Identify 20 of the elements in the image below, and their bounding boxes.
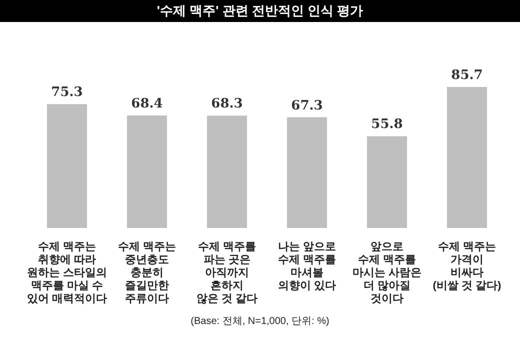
x-tick-label: 나는 앞으로 수제 맥주를 마셔볼 의향이 있다 [278,241,336,292]
data-label: 67.3 [291,98,323,114]
bar [207,116,247,228]
bar [367,136,407,228]
x-tick-label: 수제 맥주는 가격이 비싸다 (비쌀 것 같다) [432,241,502,292]
data-label: 75.3 [51,85,83,100]
chart-title: '수제 맥주' 관련 전반적인 인식 평가 [0,0,520,22]
data-label: 68.3 [211,96,243,112]
text: (Base: 전체, N=1,000, 단위: %) [190,315,330,328]
bar [47,104,87,228]
x-tick-label: 수제 맥주는 취향에 따라 원하는 스타일의 맥주를 마실 수 있어 매력적이다 [26,241,108,305]
data-label: 85.7 [451,68,483,83]
bar [447,87,487,228]
bar [287,117,327,228]
data-label: 55.8 [371,117,403,132]
x-tick-label: 앞으로 수제 맥주를 마시는 사람은 더 많아질 것이다 [352,241,422,305]
x-tick-label: 수제 맥주는 중년층도 충분히 즐길만한 주류이다 [118,241,176,305]
bar [127,115,167,228]
data-label: 68.4 [131,96,163,112]
x-tick-label: 수제 맥주를 파는 곳은 아직까지 흔하지 않은 것 같다 [196,241,258,305]
